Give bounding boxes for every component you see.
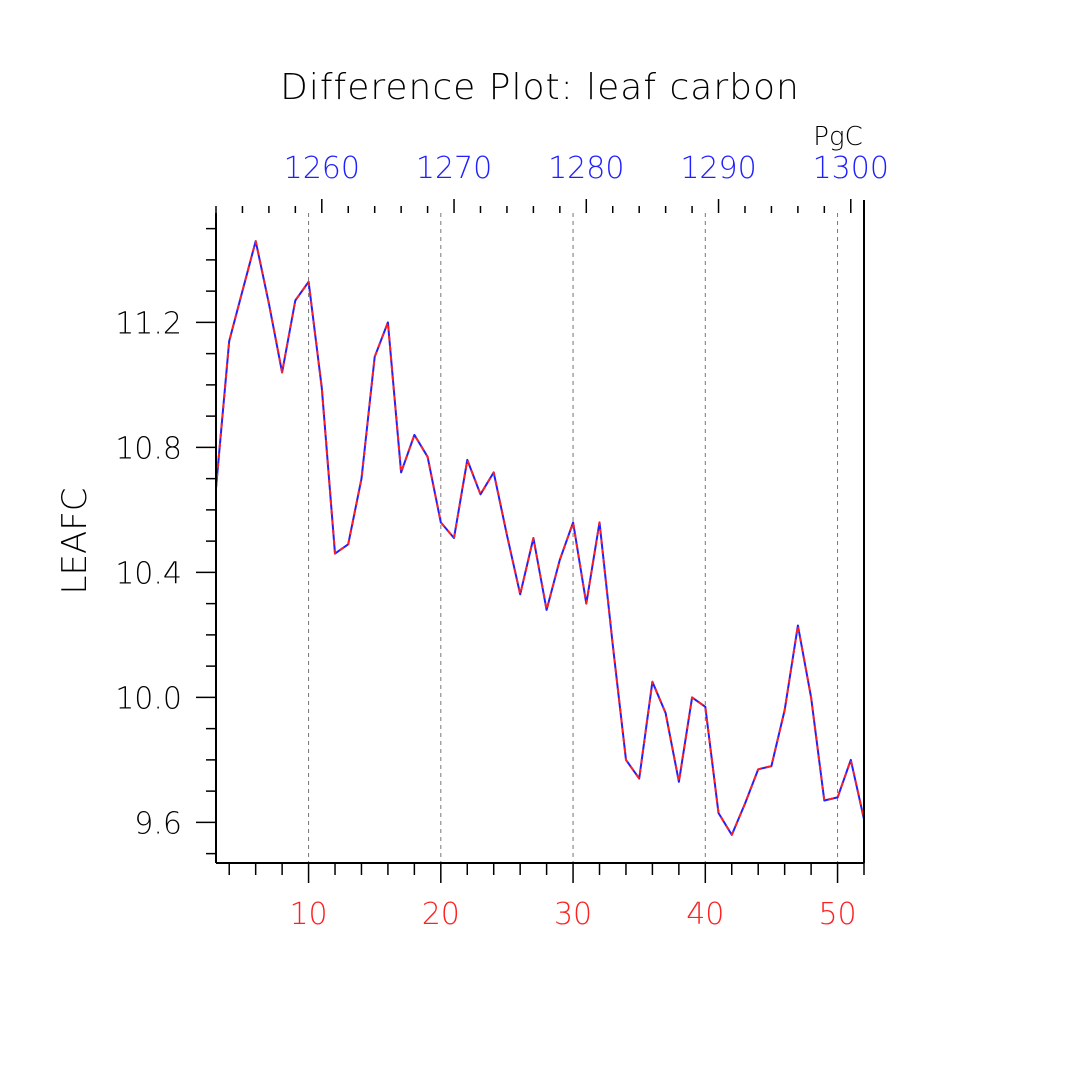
y-tick-label: 10.0 <box>115 681 182 716</box>
x-tick-label: 20 <box>422 897 460 932</box>
y-tick-label: 9.6 <box>134 806 182 841</box>
x-tick-label: 10 <box>289 897 327 932</box>
x-top-tick-label: 1270 <box>416 151 492 186</box>
gridlines <box>308 213 839 863</box>
x-tick-label: 40 <box>686 897 724 932</box>
y-tick-label: 10.4 <box>115 556 182 591</box>
x-top-tick-label: 1300 <box>813 151 889 186</box>
axes <box>196 199 865 883</box>
series-line-red <box>215 240 865 836</box>
units-label: PgC <box>813 122 862 152</box>
x-top-tick-label: 1290 <box>680 151 756 186</box>
tick-labels: 10 20 30 40 50 1260 1270 1280 1290 1300 9.6 10.0 10.… <box>115 151 889 932</box>
x-tick-label: 30 <box>554 897 592 932</box>
y-tick-label: 10.8 <box>115 431 182 466</box>
x-tick-label: 50 <box>818 897 856 932</box>
chart-title: Difference Plot: leaf carbon <box>280 67 800 108</box>
y-tick-label: 11.2 <box>115 306 182 341</box>
x-top-tick-label: 1280 <box>548 151 624 186</box>
series-lines <box>215 240 865 836</box>
y-axis-label: LEAFC <box>55 488 95 595</box>
x-top-tick-label: 1260 <box>284 151 360 186</box>
series-line-blue <box>215 240 865 836</box>
